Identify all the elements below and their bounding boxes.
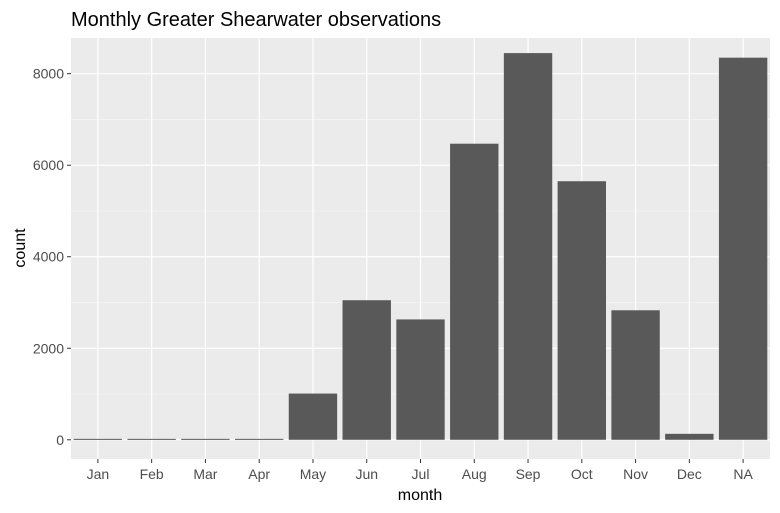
bar-mar bbox=[181, 438, 230, 440]
x-tick-label: Oct bbox=[571, 466, 593, 482]
x-tick-label: Aug bbox=[462, 466, 487, 482]
y-tick-label: 0 bbox=[56, 432, 64, 448]
bar-jul bbox=[396, 319, 445, 440]
bar-jun bbox=[342, 300, 391, 440]
bar-nov bbox=[611, 310, 660, 440]
y-axis-title: count bbox=[12, 228, 29, 268]
bar-jan bbox=[73, 438, 123, 440]
bar-oct bbox=[557, 181, 607, 440]
x-tick-label: Mar bbox=[193, 466, 217, 482]
y-tick-label: 8000 bbox=[33, 66, 64, 82]
bars bbox=[73, 53, 768, 440]
y-tick-label: 6000 bbox=[33, 157, 64, 173]
x-tick-label: Dec bbox=[677, 466, 702, 482]
bar-sep bbox=[503, 53, 553, 440]
x-tick-label: Apr bbox=[248, 466, 270, 482]
x-axis-title: month bbox=[398, 487, 442, 504]
x-tick-label: Feb bbox=[140, 466, 164, 482]
x-tick-label: Sep bbox=[516, 466, 541, 482]
x-tick-label: May bbox=[300, 466, 326, 482]
y-tick-label: 4000 bbox=[33, 249, 64, 265]
x-tick-label: Jul bbox=[412, 466, 430, 482]
bar-apr bbox=[234, 438, 284, 440]
x-tick-label: Jun bbox=[355, 466, 378, 482]
x-tick-label: NA bbox=[733, 466, 753, 482]
x-tick-label: Nov bbox=[623, 466, 648, 482]
bar-feb bbox=[127, 438, 176, 440]
y-tick-label: 2000 bbox=[33, 340, 64, 356]
y-axis: 0 2000 4000 6000 8000 bbox=[33, 66, 71, 448]
x-axis: Jan Feb Mar Apr May Jun Jul Aug Sep Oct Nov Dec NA bbox=[87, 459, 753, 482]
chart-title: Monthly Greater Shearwater observations bbox=[71, 9, 441, 31]
bar-may bbox=[288, 393, 338, 440]
bar-na bbox=[718, 57, 768, 440]
x-tick-label: Jan bbox=[87, 466, 110, 482]
bar-aug bbox=[450, 143, 499, 440]
bar-dec bbox=[665, 433, 714, 440]
